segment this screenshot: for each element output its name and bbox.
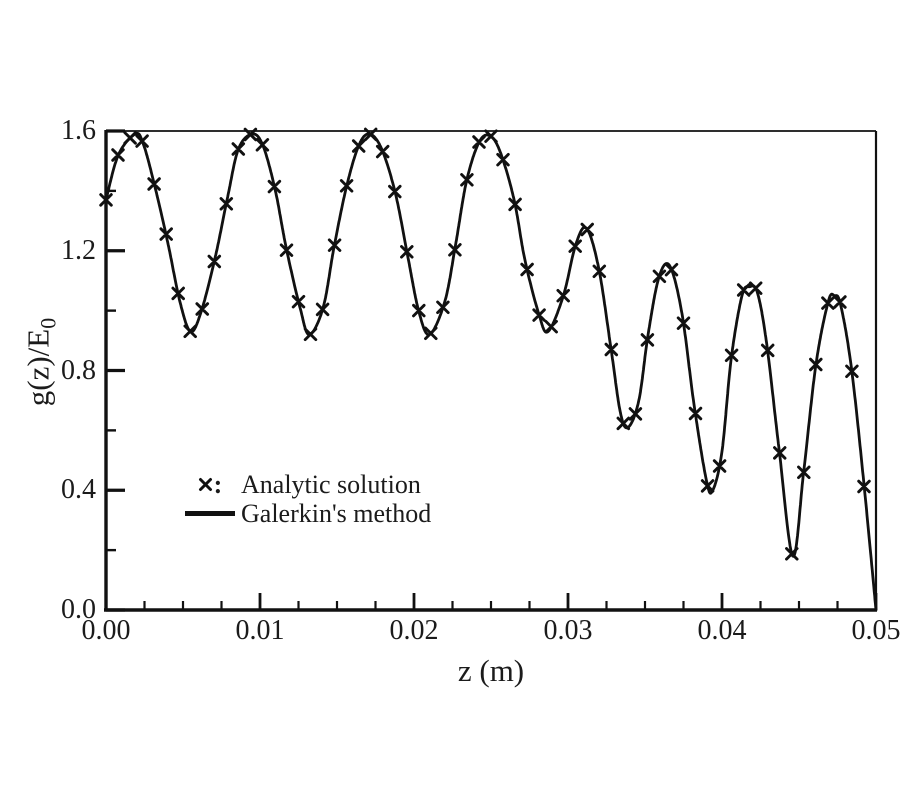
y-tick-label: 0.0 (61, 594, 96, 625)
y-tick-label: 0.8 (61, 354, 96, 386)
analytic-markers (99, 127, 871, 561)
legend-key-analytic: : (183, 470, 237, 500)
y-tick-label: 1.6 (61, 115, 96, 146)
x-tick-label: 0.03 (543, 615, 593, 646)
analytic-marker-crosses (99, 127, 871, 561)
plot-frame (104, 130, 878, 612)
x-tick-label: 0.04 (697, 615, 747, 646)
galerkin-curve (104, 131, 878, 612)
y-tick-label: 1.2 (61, 234, 96, 266)
axis-ticks (104, 129, 878, 612)
legend-label-galerkin: Galerkin's method (241, 498, 432, 528)
x-marker-icon (198, 477, 213, 492)
y-tick-label: 0.4 (61, 474, 96, 506)
x-tick-label: 0.00 (81, 615, 131, 646)
galerkin-line (104, 131, 878, 612)
x-tick-label: 0.02 (389, 615, 439, 646)
legend-item-galerkin: Galerkin's method (183, 499, 431, 528)
x-axis-title: z (m) (457, 653, 525, 688)
x-tick-label: 0.01 (235, 615, 285, 646)
legend-key-galerkin (183, 511, 237, 516)
x-tick-label: 0.05 (851, 615, 900, 646)
y-axis-title-subscript: 0 (35, 317, 61, 329)
y-axis-title: g(z)/E0 (20, 318, 61, 406)
y-axis-title-text: g(z)/E (20, 328, 56, 407)
legend: : Analytic solution Galerkin's method (183, 470, 431, 528)
legend-item-analytic: : Analytic solution (183, 470, 431, 499)
legend-colon: : (213, 469, 223, 499)
line-swatch-icon (185, 511, 235, 516)
legend-label-analytic: Analytic solution (241, 469, 421, 499)
